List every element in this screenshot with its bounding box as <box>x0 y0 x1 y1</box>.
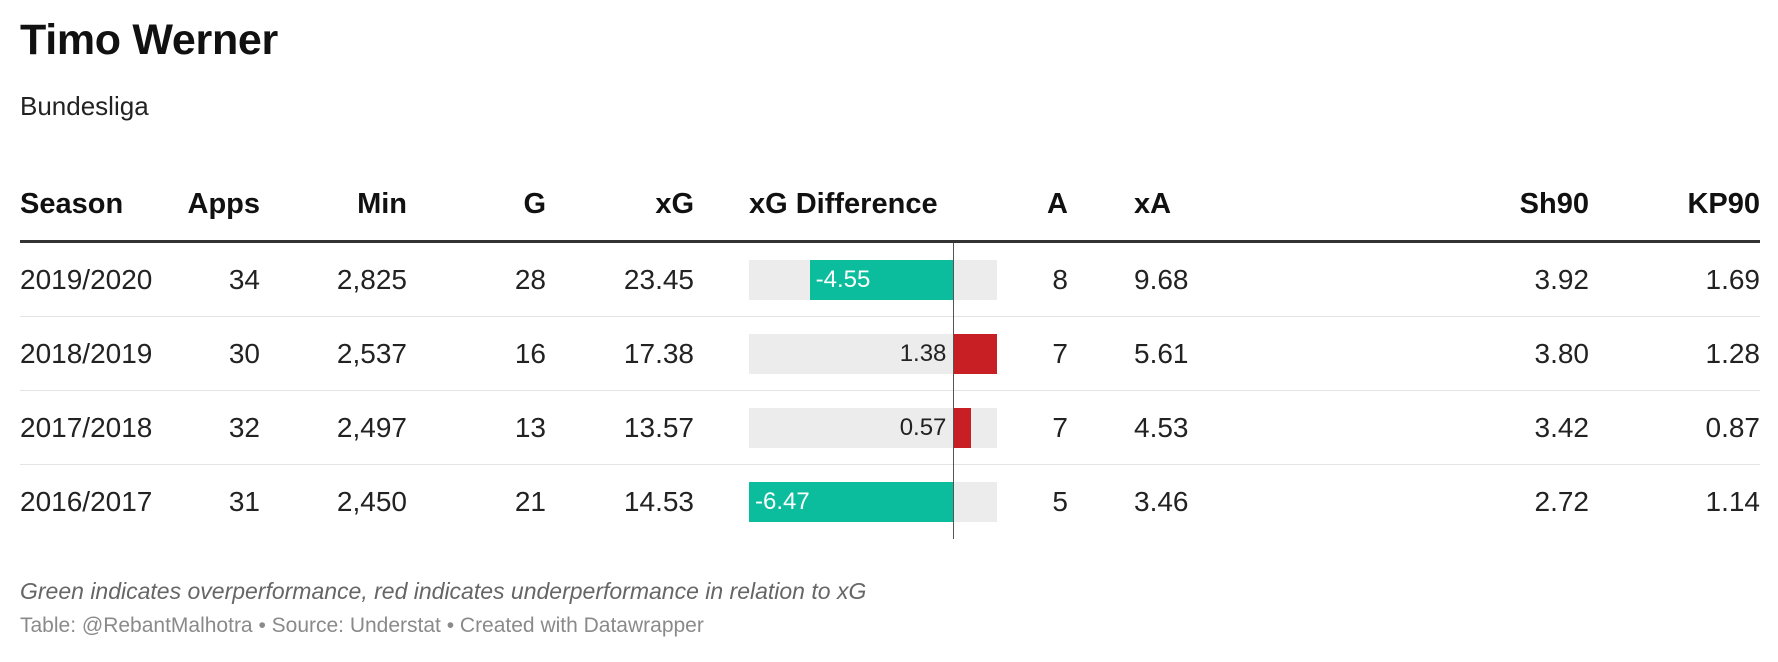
assists-cell: 8 <box>1002 241 1068 317</box>
xg-cell: 14.53 <box>623 485 694 517</box>
min-cell: 2,825 <box>260 241 407 317</box>
header-min[interactable]: Min <box>260 168 407 243</box>
assists-cell: 5 <box>1052 485 1068 517</box>
goals-cell: 21 <box>514 485 546 517</box>
table-row: 2018/2019 30 2,537 16 17.38 1.38 7 5.61 … <box>20 316 1760 391</box>
goals-cell: 13 <box>407 390 546 465</box>
xg-difference-label: 0.57 <box>899 413 947 441</box>
header-xg-difference[interactable]: xG Difference <box>694 168 1002 243</box>
assists-cell: 7 <box>1002 316 1068 391</box>
xg-cell: 17.38 <box>546 316 694 391</box>
xg-difference-bar <box>953 333 997 374</box>
sh90-cell: 2.72 <box>1534 485 1590 517</box>
xg-difference-track: 1.38 <box>749 316 997 391</box>
zero-axis-line <box>953 316 954 391</box>
xg-difference-cell: 1.38 <box>694 316 1002 391</box>
kp90-cell: 0.87 <box>1589 390 1760 465</box>
assists-cell: 7 <box>1002 390 1068 465</box>
xg-difference-label: -6.47 <box>755 487 810 515</box>
xg-difference-cell: -6.47 <box>694 464 1002 539</box>
kp90-cell: 1.28 <box>1589 316 1760 391</box>
kp90-cell: 1.14 <box>1705 485 1761 517</box>
xa-cell: 3.46 <box>1134 485 1189 517</box>
header-sh90[interactable]: Sh90 <box>1392 168 1589 243</box>
source-credit: Table: @RebantMalhotra • Source: Underst… <box>20 614 704 637</box>
table-subtitle: Bundesliga <box>20 91 149 121</box>
min-cell: 2,450 <box>336 485 407 517</box>
footnote: Green indicates overperformance, red ind… <box>20 578 867 604</box>
xg-difference-bar <box>749 481 954 522</box>
sh90-cell: 3.80 <box>1392 316 1589 391</box>
header-season[interactable]: Season <box>20 168 180 243</box>
apps-cell: 32 <box>180 390 260 465</box>
header-kp90[interactable]: KP90 <box>1589 168 1760 243</box>
xg-difference-cell: -4.55 <box>694 241 1002 317</box>
season-cell: 2019/2020 <box>20 241 180 317</box>
xg-cell: 13.57 <box>546 390 694 465</box>
apps-cell: 30 <box>180 316 260 391</box>
table-row: 2016/2017 31 2,450 21 14.53 -6.47 5 3.46… <box>20 464 1761 539</box>
header-g[interactable]: G <box>407 168 546 243</box>
season-cell: 2017/2018 <box>20 390 180 465</box>
season-cell: 2018/2019 <box>20 316 180 391</box>
table-row: 2017/2018 32 2,497 13 13.57 0.57 7 4.53 … <box>20 390 1760 465</box>
table-row: 2019/2020 34 2,825 28 23.45 -4.55 8 9.68… <box>20 241 1760 317</box>
xa-cell: 5.61 <box>1068 316 1392 391</box>
xg-difference-bar <box>809 259 954 300</box>
zero-axis-line <box>953 464 954 539</box>
zero-axis-line <box>953 390 954 465</box>
xg-difference-bar <box>953 407 972 448</box>
apps-cell: 34 <box>180 241 260 317</box>
header-row: Season Apps Min G xG xG Difference A xA … <box>20 168 1760 243</box>
goals-cell: 28 <box>407 241 546 317</box>
sh90-cell: 3.92 <box>1392 241 1589 317</box>
header-xa[interactable]: xA <box>1068 168 1392 243</box>
kp90-cell: 1.69 <box>1589 241 1760 317</box>
xg-cell: 23.45 <box>546 241 694 317</box>
min-cell: 2,497 <box>260 390 407 465</box>
header-xg[interactable]: xG <box>546 168 694 243</box>
table-title: Timo Werner <box>20 16 278 64</box>
header-apps[interactable]: Apps <box>180 168 260 243</box>
xg-difference-track: -6.47 <box>749 464 997 539</box>
apps-cell: 31 <box>228 485 260 517</box>
xa-cell: 9.68 <box>1068 241 1392 317</box>
goals-cell: 16 <box>407 316 546 391</box>
xa-cell: 4.53 <box>1068 390 1392 465</box>
zero-axis-line <box>953 242 954 317</box>
xg-difference-label: 1.38 <box>899 339 947 367</box>
season-cell: 2016/2017 <box>20 485 153 517</box>
xg-difference-track: -4.55 <box>749 242 997 317</box>
xg-difference-track: 0.57 <box>749 390 997 465</box>
xg-difference-label: -4.55 <box>815 265 871 293</box>
stats-table: Season Apps Min G xG xG Difference A xA … <box>20 168 1761 539</box>
sh90-cell: 3.42 <box>1392 390 1589 465</box>
min-cell: 2,537 <box>260 316 407 391</box>
header-a[interactable]: A <box>1002 168 1068 243</box>
xg-difference-cell: 0.57 <box>694 390 1002 465</box>
